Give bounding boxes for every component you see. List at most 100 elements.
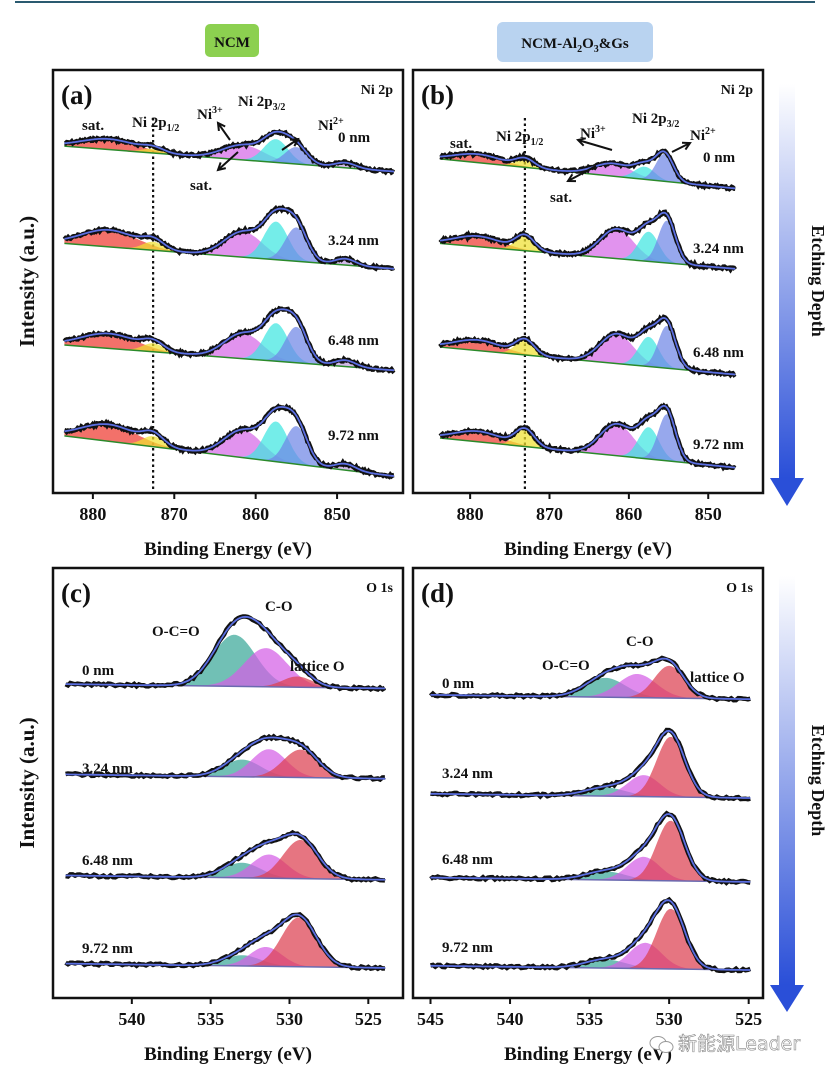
header-ncm-al2o3-gs: NCM-Al2O3&Gs [497, 22, 653, 62]
component-peak-lat [430, 908, 751, 970]
component-peak-ococ [65, 634, 385, 689]
baseline [64, 344, 395, 372]
component-peak-lat [65, 676, 385, 689]
element-label: Ni 2p [361, 83, 394, 98]
x-tick-label: 545 [417, 1009, 444, 1029]
x-tick-label: 870 [536, 504, 563, 524]
spectrum-3-24-nm [430, 727, 751, 802]
depth-label: 3.24 nm [442, 766, 493, 782]
header-coated-label: NCM-Al2O3&Gs [521, 36, 629, 55]
component-peak-sat1 [64, 424, 395, 477]
component-peak-ococ [430, 677, 751, 700]
element-label: O 1s [366, 581, 393, 596]
fit-envelope [65, 832, 385, 881]
fit-envelope [439, 211, 736, 270]
depth-label: 3.24 nm [328, 233, 379, 249]
spectrum-0-nm [64, 614, 387, 693]
component-peak-p12 [440, 235, 736, 269]
spectrum-9-72-nm [63, 403, 395, 480]
spectrum-6-48-nm [438, 314, 737, 379]
plot-frame [411, 566, 765, 1000]
peak-annotation: Ni3+ [197, 105, 223, 123]
x-axis-label: Binding Energy (eV) [504, 539, 672, 560]
component-peak-lat [430, 736, 751, 798]
x-tick-label: 850 [695, 504, 722, 524]
depth-label: 9.72 nm [328, 428, 379, 444]
etching-depth-label: Etching Depth [808, 225, 828, 337]
panel-d: 545 540 535 530 525 Binding Energy (eV) (d) O 1… [411, 566, 765, 1065]
arrowhead [575, 137, 587, 147]
x-tick-label: 870 [161, 504, 188, 524]
watermark-text: 新能源Leader [678, 1033, 800, 1055]
peak-annotation: O-C=O [152, 624, 200, 640]
component-peak-sat1 [64, 229, 395, 269]
arrowhead [566, 173, 577, 183]
component-peak-ni2 [440, 414, 736, 468]
spectrum-6-48-nm [65, 829, 386, 883]
etching-depth-arrow: Etching Depth [770, 576, 828, 1012]
spectrum-0-nm [428, 655, 751, 703]
panel-b: 880 870 860 850 Binding Energy (eV) (b) Ni 2p 0… [411, 68, 765, 560]
component-peak-p12 [440, 429, 736, 468]
spectrum-0-nm [439, 148, 736, 192]
spectrum-9-72-nm [438, 402, 737, 472]
x-tick-label: 530 [656, 1009, 683, 1029]
depth-label: 6.48 nm [328, 333, 379, 349]
x-tick-label: 525 [735, 1009, 762, 1029]
peak-annotation: sat. [450, 136, 472, 152]
panel-label: (c) [61, 578, 91, 608]
component-peak-ococ [65, 759, 385, 779]
peak-annotation: sat. [82, 118, 104, 134]
x-tick-label: 535 [576, 1009, 603, 1029]
component-peak-ni2 [64, 227, 395, 269]
panel-label: (b) [421, 80, 454, 110]
fit-envelope [64, 130, 395, 173]
x-tick-label: 860 [242, 504, 269, 524]
depth-label: 3.24 nm [693, 241, 744, 257]
wechat-icon [649, 1036, 674, 1053]
x-axis-label: Binding Energy (eV) [504, 1044, 672, 1065]
annotation-arrow [567, 165, 597, 182]
panel-label: (d) [421, 578, 454, 608]
annotation-arrow [671, 142, 691, 153]
component-peak-lat [65, 749, 385, 779]
etching-depth-arrow: Etching Depth [770, 84, 828, 506]
arrowhead [681, 141, 692, 151]
x-tick-label: 540 [497, 1009, 524, 1029]
depth-label: 6.48 nm [693, 345, 744, 361]
x-tick-label: 530 [276, 1009, 303, 1029]
peak-annotation: O-C=O [542, 658, 590, 674]
y-axis-label: Intensity (a.u.) [15, 717, 39, 848]
component-peak-lat [65, 839, 385, 880]
fit-envelope [439, 404, 736, 469]
component-peak-p12 [440, 340, 736, 375]
component-peak-ni2 [440, 153, 736, 189]
component-peak-ni2 [440, 326, 736, 375]
peak-annotation: C-O [626, 634, 654, 650]
peak-annotation: Ni2+ [690, 126, 716, 144]
component-peak-ococ [430, 959, 751, 970]
depth-label: 0 nm [338, 130, 371, 146]
header-ncm-label: NCM [214, 35, 250, 51]
fit-envelope [64, 207, 395, 270]
etching-depth-label: Etching Depth [808, 725, 828, 837]
annotation-arrow [217, 122, 231, 141]
element-label: O 1s [726, 581, 753, 596]
spectrum-0-nm [64, 128, 396, 176]
depth-label: 6.48 nm [82, 853, 133, 869]
baseline [64, 435, 395, 477]
x-axis-label: Binding Energy (eV) [144, 539, 312, 560]
x-tick-label: 860 [615, 504, 642, 524]
depth-label: 3.24 nm [82, 761, 133, 777]
peak-annotation: lattice O [690, 670, 745, 686]
fit-envelope [430, 813, 751, 883]
depth-label: 9.72 nm [82, 941, 133, 957]
spectrum-6-48-nm [429, 810, 751, 886]
spectrum-3-24-nm [62, 204, 395, 272]
arrowhead [216, 162, 227, 172]
x-axis-label: Binding Energy (eV) [144, 1044, 312, 1065]
component-peak-ni2 [440, 220, 736, 269]
peak-annotation: Ni 2p3/2 [632, 111, 679, 130]
depth-label: 9.72 nm [693, 437, 744, 453]
